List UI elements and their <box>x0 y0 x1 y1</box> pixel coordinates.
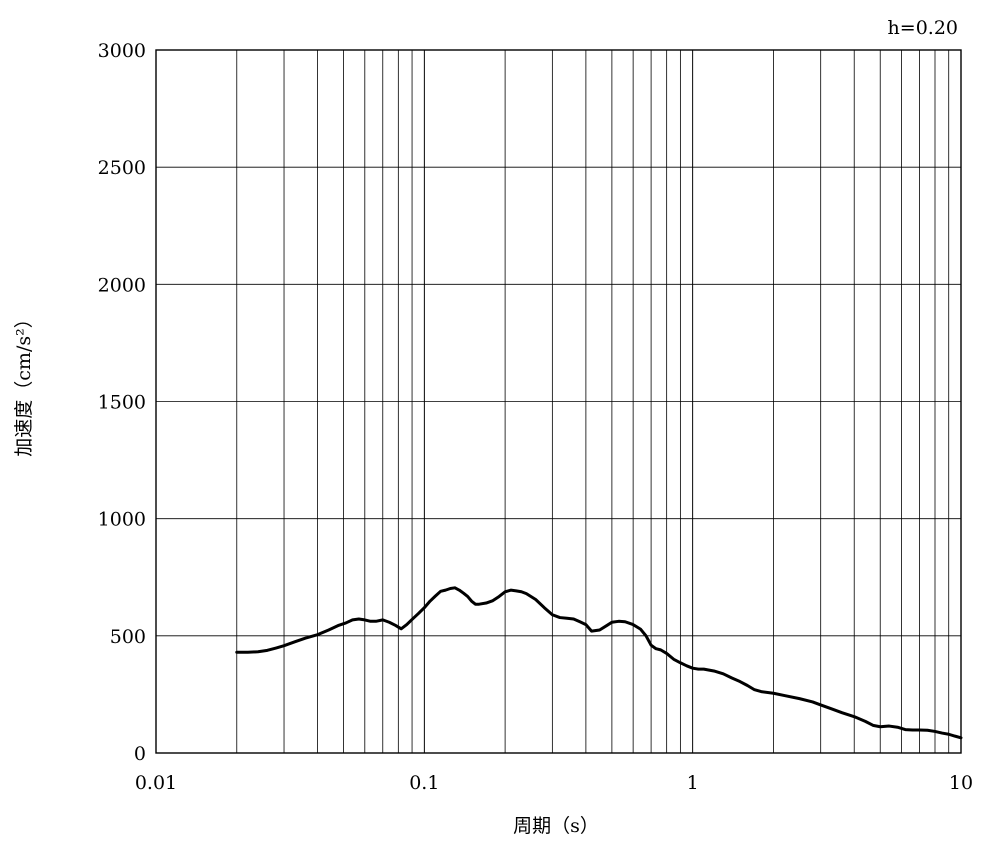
x-tick-label: 1 <box>687 772 699 794</box>
x-axis-label: 周期（s） <box>513 815 599 837</box>
x-tick-label: 0.1 <box>409 772 439 794</box>
x-tick-labels: 0.01 0.1 1 10 <box>135 772 973 794</box>
y-tick-label: 3000 <box>98 40 146 62</box>
plot-frame <box>155 49 962 754</box>
x-tick-label: 0.01 <box>135 772 177 794</box>
y-tick-label: 500 <box>110 626 146 648</box>
y-tick-label: 1000 <box>98 509 146 531</box>
y-tick-label: 1500 <box>98 392 146 414</box>
spectrum-line <box>235 586 963 740</box>
y-tick-label: 2500 <box>98 157 146 179</box>
y-tick-label: 0 <box>134 743 146 765</box>
x-tick-label: 10 <box>949 772 973 794</box>
y-axis-label: 加速度（cm/s²） <box>13 309 35 456</box>
damping-annotation: h=0.20 <box>888 17 958 39</box>
y-tick-label: 2000 <box>98 274 146 296</box>
y-tick-labels: 0 500 1000 1500 2000 2500 3000 <box>98 40 146 765</box>
